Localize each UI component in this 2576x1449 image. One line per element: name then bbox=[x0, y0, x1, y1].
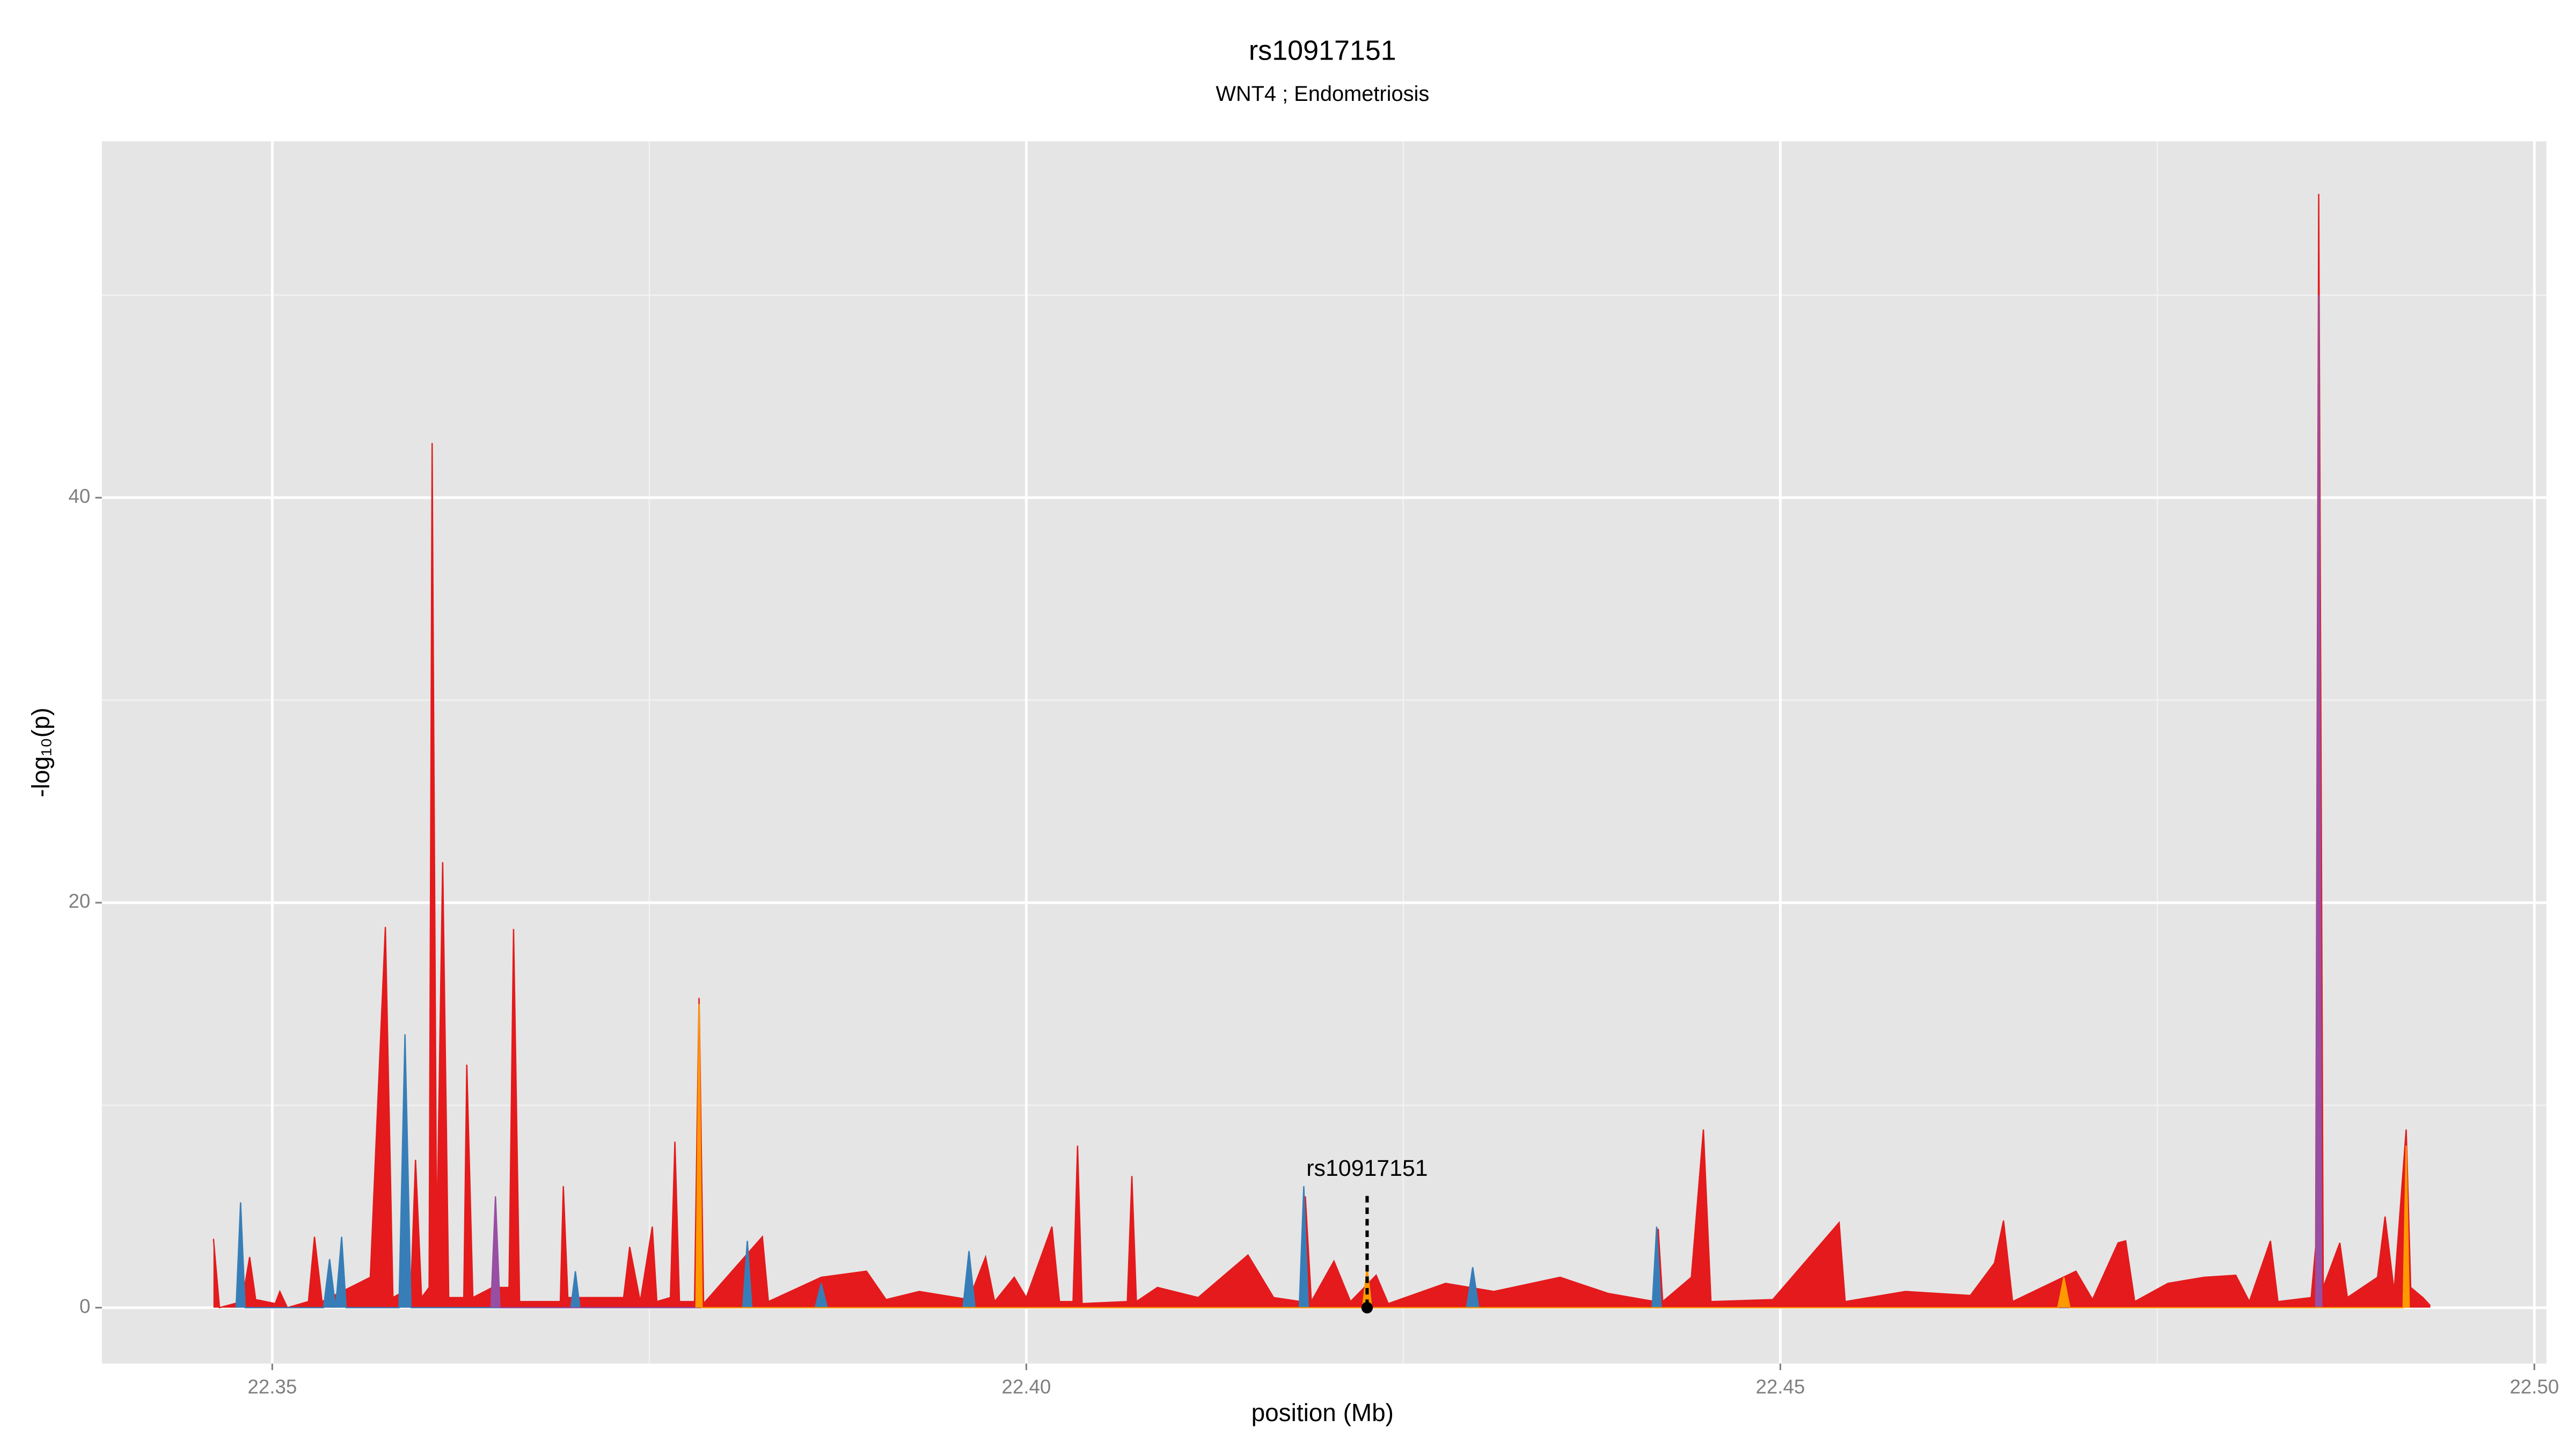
annotation-label: rs10917151 bbox=[1306, 1155, 1428, 1181]
annotation-point bbox=[1361, 1301, 1373, 1314]
chart-title: rs10917151 bbox=[1249, 35, 1396, 67]
y-tick-label: 20 bbox=[69, 890, 91, 912]
y-axis-label: -log₁₀(p) bbox=[27, 707, 55, 797]
plot-panel bbox=[101, 141, 2546, 1364]
area-fill bbox=[213, 194, 2431, 1308]
x-tick-label: 22.45 bbox=[1755, 1375, 1805, 1397]
x-tick-label: 22.40 bbox=[1001, 1375, 1051, 1397]
x-tick-label: 22.50 bbox=[2509, 1375, 2559, 1397]
x-axis-label: position (Mb) bbox=[1252, 1399, 1394, 1426]
y-tick-label: 40 bbox=[69, 485, 91, 507]
area-fill bbox=[236, 1034, 1662, 1308]
chart-subtitle: WNT4 ; Endometriosis bbox=[1216, 82, 1429, 106]
y-tick-label: 0 bbox=[79, 1295, 90, 1317]
x-tick-label: 22.35 bbox=[247, 1375, 297, 1397]
area-line bbox=[695, 1004, 2410, 1308]
